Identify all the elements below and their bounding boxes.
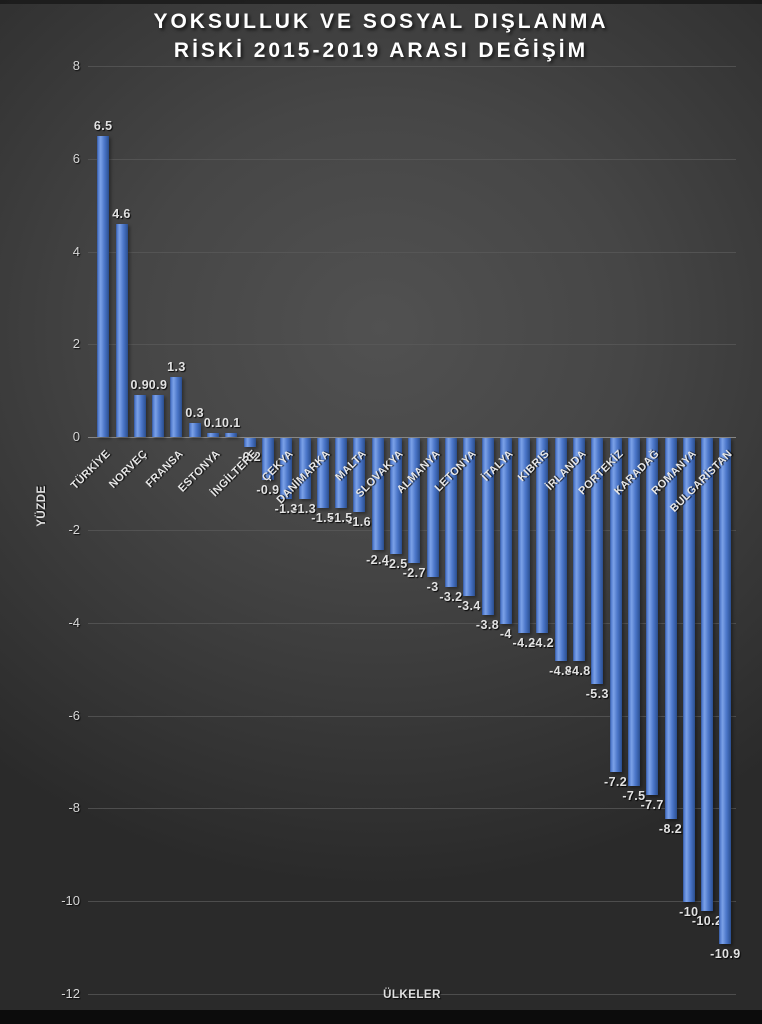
x-axis-title: ÜLKELER	[383, 989, 441, 1001]
bar-value-label: -2.4	[366, 552, 390, 567]
bar-value-label: -3.4	[457, 598, 481, 613]
bar-value-label: -7.7	[640, 798, 664, 813]
bar-item-34	[701, 438, 714, 912]
bar-ESTONYA	[207, 432, 219, 438]
y-axis-tick-label: -2	[68, 522, 80, 537]
bar-ROMANYA	[682, 438, 695, 903]
bar-item-18	[408, 438, 421, 564]
plot-area: 6.5 TÜRKİYE 4.6 0.9 NORVEÇ 0.9 1.3 FRANSA 0.3 0.1…	[69, 66, 740, 995]
bar-İRLANDA	[573, 438, 585, 661]
gridline	[88, 994, 736, 995]
bar-value-label: -1.3	[274, 501, 298, 516]
bar-ÇEKYA	[280, 438, 293, 499]
y-axis-tick-label: -6	[68, 707, 80, 723]
bar-value-label: -4.8	[549, 663, 573, 678]
bar-value-label: -10.2	[691, 914, 723, 929]
bar-value-label: -10	[679, 905, 699, 920]
gridline	[88, 901, 736, 903]
bar-value-label: -7.5	[622, 789, 646, 804]
bar-item-2	[115, 223, 128, 438]
bar-value-label: 0.1	[203, 415, 223, 430]
bar-value-label: -2.5	[384, 557, 408, 572]
bar-DANİMARKA	[316, 438, 329, 508]
bar-value-label: -1.5	[311, 510, 335, 525]
bar-item-4	[152, 395, 165, 438]
bar-KIBRIS	[536, 438, 549, 634]
bar-value-label: 0.9	[148, 378, 168, 393]
bar-value-label: -1.6	[347, 515, 371, 530]
bar-value-label: -4	[499, 626, 512, 641]
bar-value-label: -4.2	[530, 636, 554, 651]
y-axis-tick-label: -4	[68, 614, 80, 630]
bar-FRANSA	[170, 376, 183, 438]
bar-İNGİLTERE	[243, 438, 256, 448]
y-axis-tick-label: -8	[68, 800, 80, 816]
bar-value-label: -2.7	[402, 566, 426, 581]
bar-item-28	[591, 438, 604, 685]
bar-item-14	[335, 438, 348, 508]
y-axis-tick-label: 6	[72, 150, 80, 166]
bar-value-label: -3.8	[475, 617, 500, 632]
top-edge-strip	[0, 0, 762, 4]
bar-İTALYA	[499, 438, 512, 624]
bar-item-32	[664, 438, 677, 819]
gridline	[88, 251, 736, 253]
y-axis-tick-label: 2	[72, 336, 80, 352]
bar-item-22	[481, 438, 494, 615]
chart-title-line1: YOKSULLUK VE SOSYAL DIŞLANMA	[153, 10, 609, 33]
bar-SLOVAKYA	[390, 438, 402, 555]
bar-TÜRKİYE	[97, 135, 110, 438]
bar-item-6	[188, 423, 201, 438]
bar-value-label: 0.9	[130, 378, 150, 393]
bar-value-label: -10.9	[710, 946, 741, 961]
bar-item-26	[554, 438, 567, 661]
bar-value-label: -4.2	[512, 636, 536, 651]
bar-value-label: 0.1	[222, 415, 241, 430]
gridline	[88, 344, 736, 346]
bar-item-8	[225, 432, 238, 438]
bar-item-20	[444, 438, 457, 587]
chart-title-line2: RİSKİ 2015-2019 ARASI DEĞİŞİM	[173, 39, 589, 62]
bottom-edge-strip	[0, 1010, 762, 1024]
bar-value-label: -0.2	[238, 450, 262, 465]
bar-value-label: -8.2	[658, 821, 683, 836]
bar-NORVEÇ	[133, 395, 146, 438]
bar-PORTEKİZ	[609, 438, 622, 773]
bar-value-label: 6.5	[93, 118, 113, 133]
bar-ALMANYA	[426, 438, 439, 578]
bar-value-label: -1.3	[292, 501, 317, 516]
chart-title: YOKSULLUK VE SOSYAL DIŞLANMA RİSKİ 2015-…	[0, 7, 762, 65]
y-axis-tick-label: -12	[61, 986, 80, 1001]
bar-value-label: -3	[426, 580, 439, 595]
bar-KARADAĞ	[646, 438, 659, 796]
bar-value-label: 0.3	[185, 406, 204, 421]
bar-value-label: -3.2	[439, 589, 463, 604]
bar-value-label: 4.6	[112, 206, 131, 221]
bar-item-24	[518, 438, 531, 634]
bar-LETONYA	[463, 438, 476, 596]
y-axis-tick-label: 0	[72, 429, 80, 445]
bar-value-label: -1.5	[329, 510, 353, 525]
bar-item-12	[298, 438, 311, 499]
bar-value-label: -0.9	[256, 482, 280, 497]
bar-item-16	[371, 438, 384, 550]
bar-value-label: -7.2	[604, 775, 628, 790]
gridline	[88, 66, 736, 67]
x-axis-line	[88, 437, 736, 439]
bar-MALTA	[353, 438, 366, 513]
bar-item-30	[627, 438, 640, 787]
bar-item-10	[261, 438, 274, 480]
gridline	[88, 158, 736, 160]
bar-value-label: 1.3	[167, 359, 186, 374]
bar-value-label: -5.3	[585, 687, 609, 702]
y-axis-tick-label: 4	[72, 243, 80, 259]
gridline	[88, 622, 736, 624]
bar-value-label: -4.8	[567, 663, 591, 678]
y-axis-tick-label: -10	[61, 893, 80, 909]
gridline	[88, 715, 736, 717]
y-axis-tick-label: 8	[72, 58, 80, 73]
gridline	[88, 808, 736, 810]
bar-BULGARİSTAN	[719, 438, 732, 944]
